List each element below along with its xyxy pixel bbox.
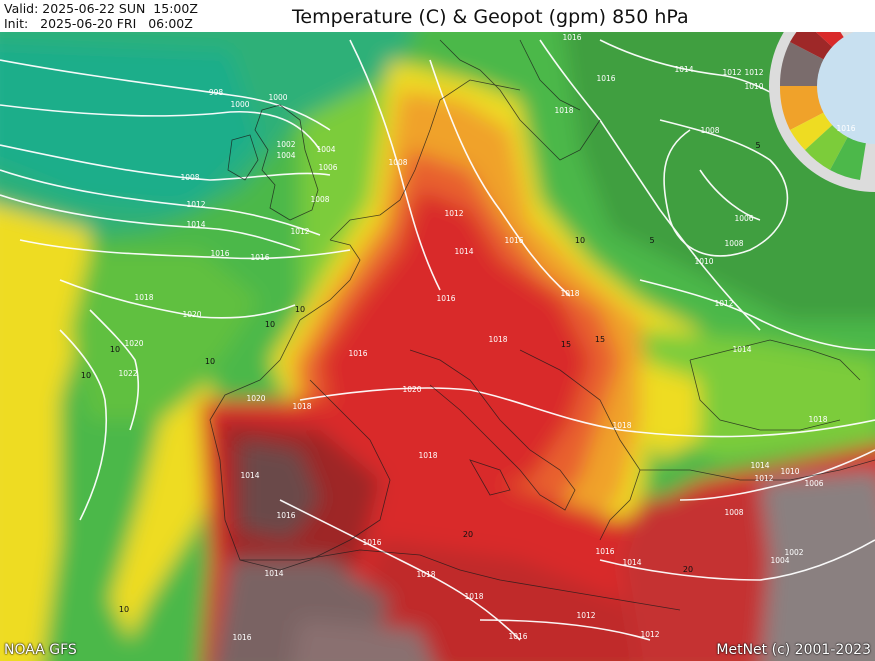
isobar-label: 1012 — [722, 68, 741, 77]
isotherm-label: 15 — [561, 340, 571, 349]
isobar-label: 1018 — [560, 289, 579, 298]
temperature-geopotential-map: 10 10 10 10 10 10 10 5 5 15 15 20 20 998 1000 1000 1002… — [0, 32, 875, 661]
isotherm-label: 10 — [205, 357, 215, 366]
isobar-label: 1008 — [724, 239, 743, 248]
isobar-label: 1016 — [250, 253, 269, 262]
isobar-label: 1012 — [444, 209, 463, 218]
isobar-label: 1004 — [770, 556, 789, 565]
map-header: Valid: 2025-06-22 SUN 15:00Z Init: 2025-… — [0, 0, 875, 32]
isobar-label: 1006 — [804, 479, 823, 488]
isobar-label: 1000 — [268, 93, 287, 102]
valid-time-label: Valid: 2025-06-22 SUN 15:00Z — [4, 1, 198, 16]
coastlines — [209, 39, 875, 611]
isobar-label: 1016 — [276, 511, 295, 520]
isotherm-label: 5 — [755, 141, 760, 150]
isobar-label: 1016 — [436, 294, 455, 303]
isobar-label: 1008 — [388, 158, 407, 167]
isobar-label: 1020 — [246, 394, 265, 403]
isobar-label: 1000 — [230, 100, 249, 109]
isobar-label: 1016 — [595, 547, 614, 556]
isobar-label: 1016 — [232, 633, 251, 642]
isobar-label: 1002 — [276, 140, 295, 149]
isobar-label: 1002 — [784, 548, 803, 557]
isobar-label: 1014 — [186, 220, 205, 229]
isobar-label: 1016 — [210, 249, 229, 258]
isobar-label: 1020 — [402, 385, 421, 394]
isobar-label: 1014 — [454, 247, 473, 256]
isobar-label: 1016 — [836, 124, 855, 133]
isobar-label: 1014 — [732, 345, 751, 354]
isobar-label: 1014 — [622, 558, 641, 567]
isotherm-label: 15 — [595, 335, 605, 344]
isobar-label: 1012 — [186, 200, 205, 209]
isobar-label: 1004 — [316, 145, 335, 154]
isobar-label: 1022 — [118, 369, 137, 378]
isobar-label: 1010 — [744, 82, 763, 91]
isobar-label: 1018 — [808, 415, 827, 424]
isobar-label: 1020 — [124, 339, 143, 348]
isobar-label: 1018 — [418, 451, 437, 460]
isotherm-label: 10 — [295, 305, 305, 314]
isotherm-label: 20 — [463, 530, 473, 539]
isobar-label-layer: 9981000100010021004100410061008100810081… — [118, 33, 855, 642]
isobar-label: 1016 — [508, 632, 527, 641]
isobar-label: 1018 — [488, 335, 507, 344]
isobar-label: 1018 — [554, 106, 573, 115]
isobar-label: 1010 — [780, 467, 799, 476]
isobar-label: 1008 — [724, 508, 743, 517]
isobar-label: 1018 — [134, 293, 153, 302]
isobar-label: 1006 — [734, 214, 753, 223]
isobar-label: 1012 — [754, 474, 773, 483]
model-watermark: NOAA GFS — [4, 642, 77, 658]
isobar-lines — [0, 39, 875, 641]
isobar-label: 1014 — [240, 471, 259, 480]
isobar-label: 1012 — [714, 299, 733, 308]
isobar-label: 1014 — [674, 65, 693, 74]
isotherm-label: 10 — [81, 371, 91, 380]
isobar-label: 998 — [209, 88, 224, 97]
isobar-label: 1018 — [416, 570, 435, 579]
isobar-label: 1008 — [180, 173, 199, 182]
isobar-label: 1012 — [576, 611, 595, 620]
isobar-label: 1016 — [348, 349, 367, 358]
isobar-label: 1014 — [264, 569, 283, 578]
isobar-label: 1010 — [694, 257, 713, 266]
isobar-label: 1020 — [182, 310, 201, 319]
isobar-label: 1016 — [562, 33, 581, 42]
isobar-label: 1008 — [700, 126, 719, 135]
isobar-label: 1014 — [750, 461, 769, 470]
isobar-label: 1016 — [596, 74, 615, 83]
isobar-label: 1012 — [640, 630, 659, 639]
isobar-label: 1006 — [318, 163, 337, 172]
credit-watermark: MetNet (c) 2001-2023 — [716, 642, 871, 658]
isobar-label: 1018 — [292, 402, 311, 411]
isotherm-label: 10 — [575, 236, 585, 245]
isobar-label: 1016 — [362, 538, 381, 547]
isobar-label: 1012 — [290, 227, 309, 236]
color-scale-wheel — [769, 32, 875, 192]
isobar-label: 1016 — [504, 236, 523, 245]
isotherm-label: 10 — [265, 320, 275, 329]
isobar-label: 1008 — [310, 195, 329, 204]
isotherm-label: 5 — [649, 236, 654, 245]
isobar-label: 1018 — [464, 592, 483, 601]
isotherm-label: 10 — [119, 605, 129, 614]
isotherm-label: 10 — [110, 345, 120, 354]
isobar-label: 1018 — [612, 421, 631, 430]
isobar-label: 1004 — [276, 151, 295, 160]
init-time-label: Init: 2025-06-20 FRI 06:00Z — [4, 16, 193, 31]
isotherm-label: 20 — [683, 565, 693, 574]
isobar-label: 1012 — [744, 68, 763, 77]
map-title: Temperature (C) & Geopot (gpm) 850 hPa — [292, 6, 689, 28]
